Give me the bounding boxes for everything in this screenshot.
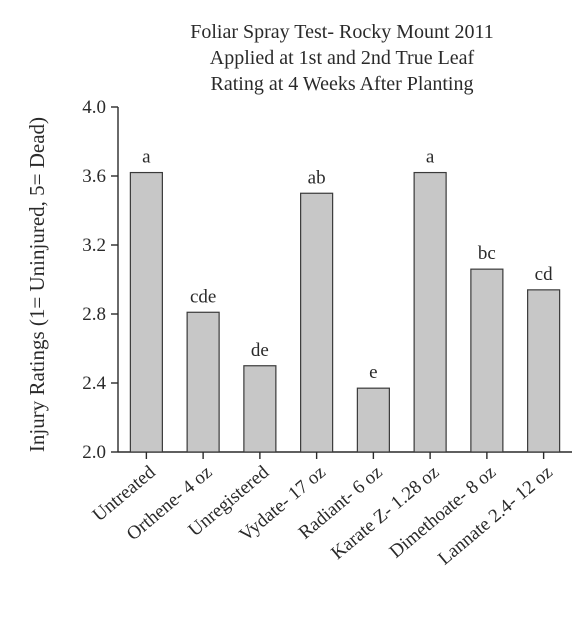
axes <box>117 107 572 453</box>
y-tick-label: 4.0 <box>82 97 106 118</box>
bar-letter-label: e <box>369 362 377 383</box>
bar <box>243 365 277 453</box>
bar <box>470 268 504 453</box>
bar <box>413 171 447 453</box>
bar-letter-labels: a cde de ab e a bc cd <box>142 147 553 384</box>
chart-title-line-2: Applied at 1st and 2nd True Leaf <box>210 47 475 69</box>
y-tick-label: 3.6 <box>82 166 106 187</box>
chart-title-line-3: Rating at 4 Weeks After Planting <box>211 73 474 95</box>
bar <box>129 171 163 453</box>
bar-letter-label: cde <box>190 286 216 307</box>
y-tick-label: 2.4 <box>82 373 106 394</box>
y-axis-label: Injury Ratings (1= Uninjured, 5= Dead) <box>25 117 49 452</box>
bar-letter-label: ab <box>308 167 326 188</box>
bar-letter-label: bc <box>478 243 496 264</box>
y-axis-ticks: 2.0 2.4 2.8 3.2 3.6 4.0 <box>82 97 118 463</box>
y-tick-label: 3.2 <box>82 235 106 256</box>
y-tick-label: 2.0 <box>82 442 106 463</box>
bar <box>300 192 334 453</box>
bar-letter-label: de <box>251 340 269 361</box>
bar-letter-label: a <box>426 147 435 168</box>
bar-letter-label: a <box>142 147 151 168</box>
bar <box>527 289 561 453</box>
bar <box>186 311 220 453</box>
bar-letter-label: cd <box>535 264 553 285</box>
bar <box>356 387 390 453</box>
y-tick-label: 2.8 <box>82 304 106 325</box>
bars <box>129 171 561 453</box>
chart-title-line-1: Foliar Spray Test- Rocky Mount 2011 <box>190 21 494 43</box>
chart-title: Foliar Spray Test- Rocky Mount 2011 Appli… <box>190 21 494 95</box>
